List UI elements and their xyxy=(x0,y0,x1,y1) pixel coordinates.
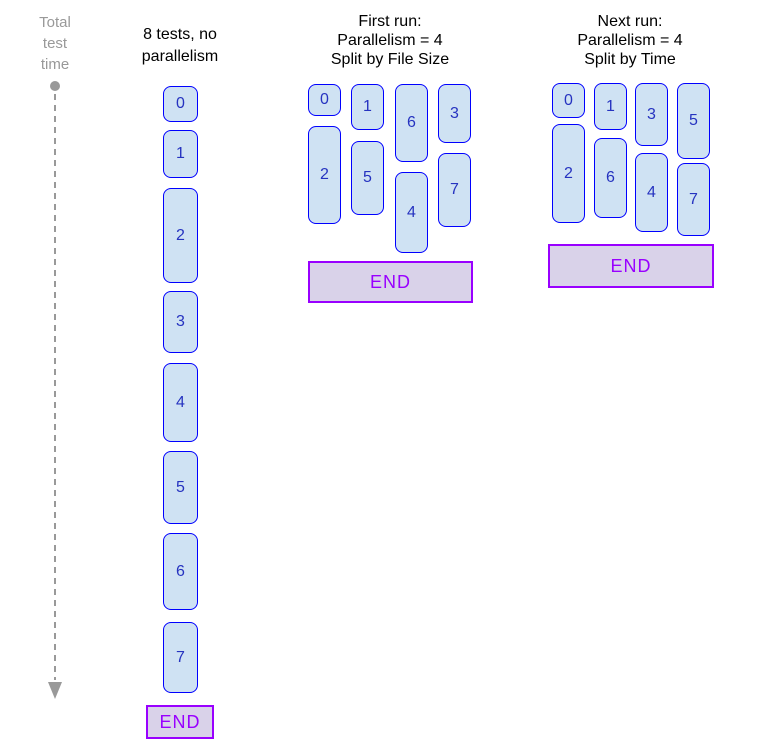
test-box-first-run-4: 4 xyxy=(395,172,428,253)
test-box-serial-4: 4 xyxy=(163,363,198,442)
column-title-line: parallelism xyxy=(141,48,219,65)
column-title-first-run: First run: Parallelism = 4 Split by File S… xyxy=(331,12,449,69)
test-box-serial-3: 3 xyxy=(163,291,198,353)
test-box-serial-7: 7 xyxy=(163,622,198,693)
test-box-next-run-1: 1 xyxy=(594,83,627,130)
column-title-line: First run: xyxy=(358,13,422,30)
test-box-next-run-3: 3 xyxy=(635,83,668,146)
column-title-line: 8 tests, no xyxy=(143,26,217,43)
test-box-first-run-1: 1 xyxy=(351,84,384,130)
test-box-next-run-0: 0 xyxy=(552,83,585,118)
total-test-time-label: Total test time xyxy=(0,12,110,75)
test-box-next-run-4: 4 xyxy=(635,153,668,232)
test-box-next-run-6: 6 xyxy=(594,138,627,218)
arrow-down-icon xyxy=(48,682,62,699)
test-box-serial-1: 1 xyxy=(163,130,198,178)
column-title-line: Split by File Size xyxy=(330,51,450,68)
axis-label-line-2: test xyxy=(42,35,68,52)
time-arrow-dashed-line xyxy=(54,94,56,680)
test-box-next-run-5: 5 xyxy=(677,83,710,159)
column-title-line: Next run: xyxy=(597,13,663,30)
test-box-first-run-0: 0 xyxy=(308,84,341,116)
column-title-next-run: Next run: Parallelism = 4 Split by Time xyxy=(577,12,682,69)
test-box-next-run-2: 2 xyxy=(552,124,585,223)
axis-label-line-3: time xyxy=(40,56,70,73)
test-box-serial-5: 5 xyxy=(163,451,198,524)
column-title-serial: 8 tests, no parallelism xyxy=(142,24,218,68)
test-box-next-run-7: 7 xyxy=(677,163,710,236)
end-box-next-run: END xyxy=(548,244,714,288)
end-box-first-run: END xyxy=(308,261,473,303)
column-title-line: Parallelism = 4 xyxy=(337,32,443,49)
test-box-first-run-7: 7 xyxy=(438,153,471,227)
end-box-serial: END xyxy=(146,705,214,739)
test-box-first-run-5: 5 xyxy=(351,141,384,215)
test-box-first-run-6: 6 xyxy=(395,84,428,162)
test-box-serial-6: 6 xyxy=(163,533,198,610)
test-box-serial-2: 2 xyxy=(163,188,198,283)
test-box-first-run-3: 3 xyxy=(438,84,471,143)
column-title-line: Parallelism = 4 xyxy=(577,32,683,49)
column-title-line: Split by Time xyxy=(584,51,676,68)
axis-label-line-1: Total xyxy=(39,14,71,31)
test-box-serial-0: 0 xyxy=(163,86,198,122)
time-arrow-start-dot xyxy=(50,81,60,91)
test-box-first-run-2: 2 xyxy=(308,126,341,224)
